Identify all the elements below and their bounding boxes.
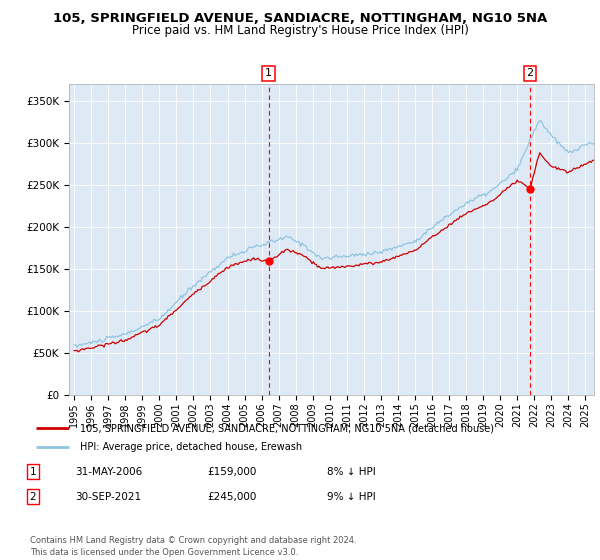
Text: Contains HM Land Registry data © Crown copyright and database right 2024.
This d: Contains HM Land Registry data © Crown c… [30, 536, 356, 557]
Text: 31-MAY-2006: 31-MAY-2006 [75, 466, 142, 477]
Text: 105, SPRINGFIELD AVENUE, SANDIACRE, NOTTINGHAM, NG10 5NA (detached house): 105, SPRINGFIELD AVENUE, SANDIACRE, NOTT… [80, 423, 494, 433]
Text: 1: 1 [265, 68, 272, 78]
Text: Price paid vs. HM Land Registry's House Price Index (HPI): Price paid vs. HM Land Registry's House … [131, 24, 469, 37]
Text: £245,000: £245,000 [207, 492, 256, 502]
Text: 8% ↓ HPI: 8% ↓ HPI [327, 466, 376, 477]
Text: 9% ↓ HPI: 9% ↓ HPI [327, 492, 376, 502]
Text: HPI: Average price, detached house, Erewash: HPI: Average price, detached house, Erew… [80, 442, 302, 451]
Text: £159,000: £159,000 [207, 466, 256, 477]
Text: 30-SEP-2021: 30-SEP-2021 [75, 492, 141, 502]
Text: 105, SPRINGFIELD AVENUE, SANDIACRE, NOTTINGHAM, NG10 5NA: 105, SPRINGFIELD AVENUE, SANDIACRE, NOTT… [53, 12, 547, 25]
Text: 2: 2 [29, 492, 37, 502]
Text: 1: 1 [29, 466, 37, 477]
Text: 2: 2 [527, 68, 533, 78]
